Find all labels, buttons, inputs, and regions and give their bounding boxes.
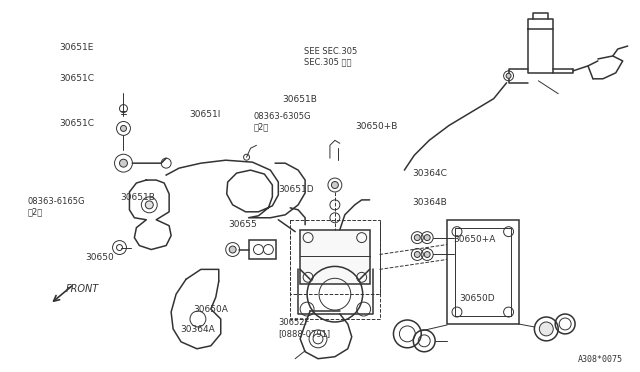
Circle shape bbox=[229, 246, 236, 253]
Circle shape bbox=[120, 159, 127, 167]
Circle shape bbox=[540, 322, 553, 336]
Bar bbox=[455, 228, 511, 316]
Circle shape bbox=[145, 201, 153, 209]
Circle shape bbox=[120, 125, 127, 131]
Text: 30650+B: 30650+B bbox=[355, 122, 397, 131]
Bar bbox=[290, 220, 380, 294]
Text: FRONT: FRONT bbox=[66, 284, 99, 294]
Circle shape bbox=[332, 182, 339, 189]
Text: 30651D: 30651D bbox=[278, 185, 314, 194]
Circle shape bbox=[414, 251, 420, 257]
Text: 30650+A: 30650+A bbox=[453, 235, 496, 244]
Text: SEE SEC.305
SEC.305 参照: SEE SEC.305 SEC.305 参照 bbox=[304, 47, 357, 67]
Text: 30651B: 30651B bbox=[120, 193, 155, 202]
Text: 30364C: 30364C bbox=[412, 169, 447, 177]
Text: 08363-6165G
（2）: 08363-6165G （2） bbox=[28, 197, 85, 216]
Bar bbox=[447, 220, 518, 324]
Text: 30650: 30650 bbox=[85, 253, 114, 263]
Circle shape bbox=[424, 235, 430, 241]
Text: 30652F
[0888-0791]: 30652F [0888-0791] bbox=[278, 318, 331, 338]
Text: 30650D: 30650D bbox=[460, 294, 495, 303]
Text: 30651C: 30651C bbox=[60, 74, 95, 83]
Text: A308*0075: A308*0075 bbox=[578, 355, 623, 364]
Text: 30364B: 30364B bbox=[412, 198, 447, 207]
Text: 08363-6305G
（2）: 08363-6305G （2） bbox=[253, 112, 311, 131]
Text: 30651B: 30651B bbox=[282, 95, 317, 104]
Circle shape bbox=[506, 73, 511, 78]
Text: 30651C: 30651C bbox=[60, 119, 95, 128]
Text: 30650A: 30650A bbox=[193, 305, 228, 314]
Text: 30651I: 30651I bbox=[190, 109, 221, 119]
Text: 30655: 30655 bbox=[228, 220, 257, 229]
Circle shape bbox=[424, 251, 430, 257]
Text: 30651E: 30651E bbox=[60, 43, 94, 52]
Circle shape bbox=[414, 235, 420, 241]
Text: 30364A: 30364A bbox=[180, 326, 215, 334]
Bar bbox=[300, 230, 370, 284]
Bar bbox=[248, 240, 276, 259]
